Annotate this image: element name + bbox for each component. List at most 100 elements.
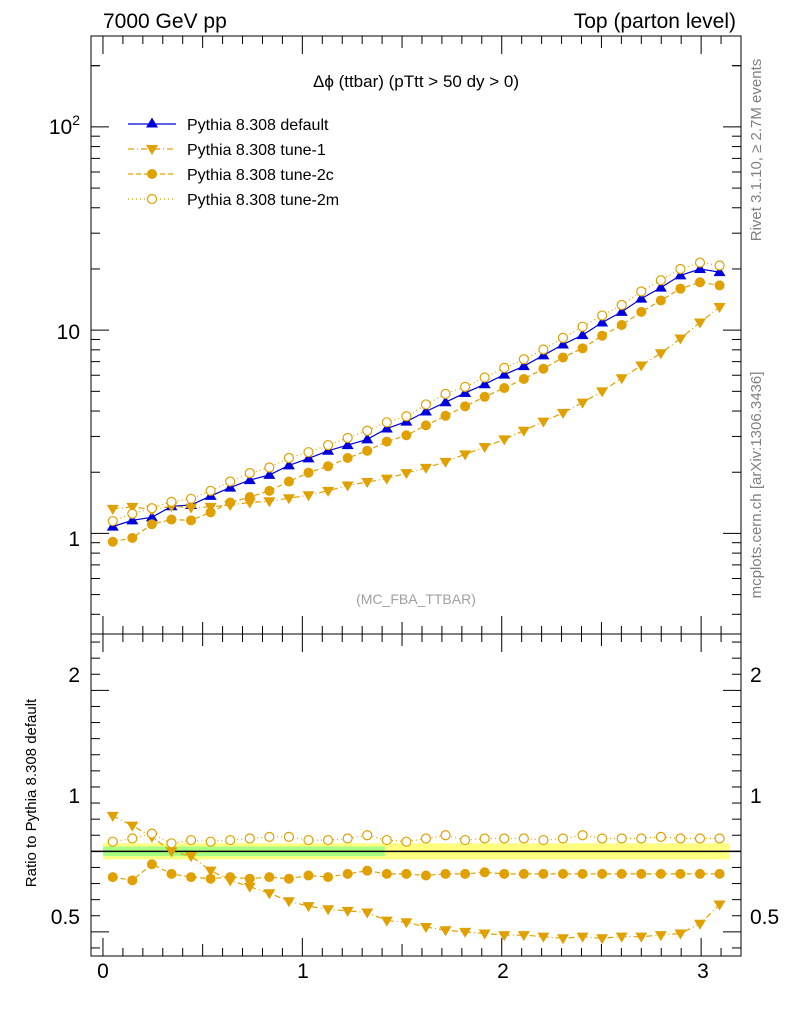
ratio-axis-labels: 2 1 0.5 2 1 0.5 0 1 2 3 — [51, 664, 779, 983]
ratio-point-tune-2m — [479, 833, 490, 844]
ratio-point-tune-2m — [616, 833, 627, 844]
ratio-point-tune-2m — [107, 836, 118, 847]
main-point-tune-2c — [440, 410, 451, 421]
ratio-point-tune-2m — [283, 831, 295, 842]
main-point-tune-2c — [166, 514, 177, 525]
main-point-default — [302, 452, 315, 463]
main-point-tune-2m — [459, 381, 471, 392]
ratio-point-tune-2c — [597, 868, 608, 879]
main-point-tune-2c — [655, 295, 666, 306]
ratio-point-tune-2c — [420, 870, 431, 881]
ratio-point-tune-2m — [185, 834, 197, 846]
ratio-series-tune-2c — [107, 859, 725, 886]
ratio-point-tune-2c — [616, 868, 627, 879]
ratio-point-tune-1 — [322, 905, 335, 916]
main-point-default — [576, 329, 589, 340]
main-point-tune-2m — [283, 452, 295, 464]
main-point-tune-2m — [205, 485, 216, 496]
ratio-point-tune-2m — [127, 833, 138, 844]
ratio-series-group — [106, 811, 726, 945]
legend-label-tune-2m: Pythia 8.308 tune-2m — [187, 192, 339, 209]
ratio-point-tune-2c — [166, 868, 177, 879]
main-point-tune-2m — [694, 257, 706, 268]
main-point-tune-1 — [106, 504, 119, 515]
main-point-tune-1 — [459, 450, 472, 461]
ratio-point-tune-2c — [538, 868, 549, 879]
main-point-default — [498, 368, 511, 379]
main-point-default — [693, 262, 706, 273]
main-point-tune-2m — [127, 508, 138, 519]
main-point-tune-2c — [107, 536, 118, 547]
main-point-tune-2m — [655, 275, 666, 286]
main-point-tune-1 — [517, 426, 530, 437]
ratio-point-tune-2m — [303, 834, 314, 846]
main-point-tune-2c — [420, 420, 431, 431]
main-point-tune-1 — [126, 502, 139, 513]
main-point-tune-2m — [557, 332, 569, 343]
main-point-tune-2c — [381, 436, 392, 447]
mcplots-label: mcplots.cern.ch [arXiv:1306.3436] — [748, 372, 765, 599]
main-point-tune-1 — [302, 491, 315, 502]
main-point-default — [517, 360, 530, 371]
legend-label-default: Pythia 8.308 default — [187, 117, 329, 134]
ratio-point-tune-1 — [204, 866, 217, 877]
main-point-tune-2c — [714, 280, 725, 291]
main-point-tune-1 — [713, 302, 726, 313]
ratio-point-tune-2c — [283, 873, 294, 884]
legend-label-tune-1: Pythia 8.308 tune-1 — [187, 142, 326, 159]
x-tick-label-0: 0 — [97, 960, 109, 983]
y-tick-label-100: 102 — [49, 112, 80, 139]
main-point-tune-2m — [538, 344, 549, 355]
main-point-tune-2c — [186, 515, 197, 526]
main-series-group — [106, 257, 726, 547]
main-point-default — [674, 269, 687, 280]
ratio-point-tune-2m — [322, 834, 334, 846]
ratio-series-tune-2m — [107, 828, 725, 849]
main-point-default — [282, 459, 295, 470]
ratio-point-tune-2c — [186, 872, 197, 883]
main-line-tune-1 — [112, 306, 720, 511]
watermark-label: (MC_FBA_TTBAR) — [356, 591, 476, 607]
main-point-default — [361, 433, 374, 444]
main-point-tune-2c — [342, 452, 353, 463]
ratio-point-tune-2c — [381, 868, 392, 879]
ratio-point-tune-1 — [243, 882, 256, 893]
legend-entry-tune-2m: Pythia 8.308 tune-2m — [128, 192, 339, 209]
ratio-point-tune-2c — [323, 872, 334, 883]
ratio-point-tune-1 — [693, 919, 706, 930]
rivet-label: Rivet 3.1.10, ≥ 2.7M events — [748, 59, 765, 242]
main-point-tune-2c — [264, 485, 275, 496]
ratio-point-tune-1 — [654, 931, 667, 942]
ratio-point-tune-1 — [400, 918, 413, 929]
main-point-tune-2m — [342, 432, 353, 444]
y-tick-label-1: 1 — [68, 528, 80, 551]
ratio-point-tune-2c — [342, 868, 353, 879]
ratio-point-tune-1 — [713, 900, 726, 911]
main-point-tune-2c — [362, 445, 373, 456]
ratio-point-tune-2m — [420, 833, 432, 844]
ratio-point-tune-2m — [381, 834, 392, 846]
main-point-default — [341, 439, 354, 450]
ratio-point-tune-2m — [225, 834, 236, 846]
ratio-series-tune-1 — [106, 811, 726, 945]
header-left-label: 7000 GeV pp — [103, 10, 227, 33]
ratio-point-tune-2c — [225, 872, 236, 883]
ratio-y-tick-label-2-left: 2 — [68, 664, 80, 687]
main-point-tune-2c — [303, 467, 314, 478]
ratio-point-tune-2c — [479, 867, 490, 878]
main-point-default — [635, 292, 648, 303]
ratio-point-tune-1 — [302, 902, 315, 913]
ratio-point-tune-2c — [557, 868, 568, 879]
ratio-point-tune-2m — [694, 833, 706, 844]
ratio-point-tune-2m — [577, 830, 588, 841]
main-point-tune-1 — [498, 435, 511, 446]
x-tick-label-3: 3 — [697, 960, 709, 983]
ratio-y-axis-label: Ratio to Pythia 8.308 default — [23, 698, 40, 887]
plot-title: Δϕ (ttbar) (pTtt > 50 dy > 0) — [313, 72, 519, 91]
ratio-point-tune-1 — [263, 889, 276, 900]
ratio-point-tune-1 — [635, 932, 648, 943]
main-point-tune-2c — [244, 492, 255, 503]
ratio-line-tune-1 — [112, 815, 721, 939]
main-line-tune-2m — [112, 261, 720, 522]
